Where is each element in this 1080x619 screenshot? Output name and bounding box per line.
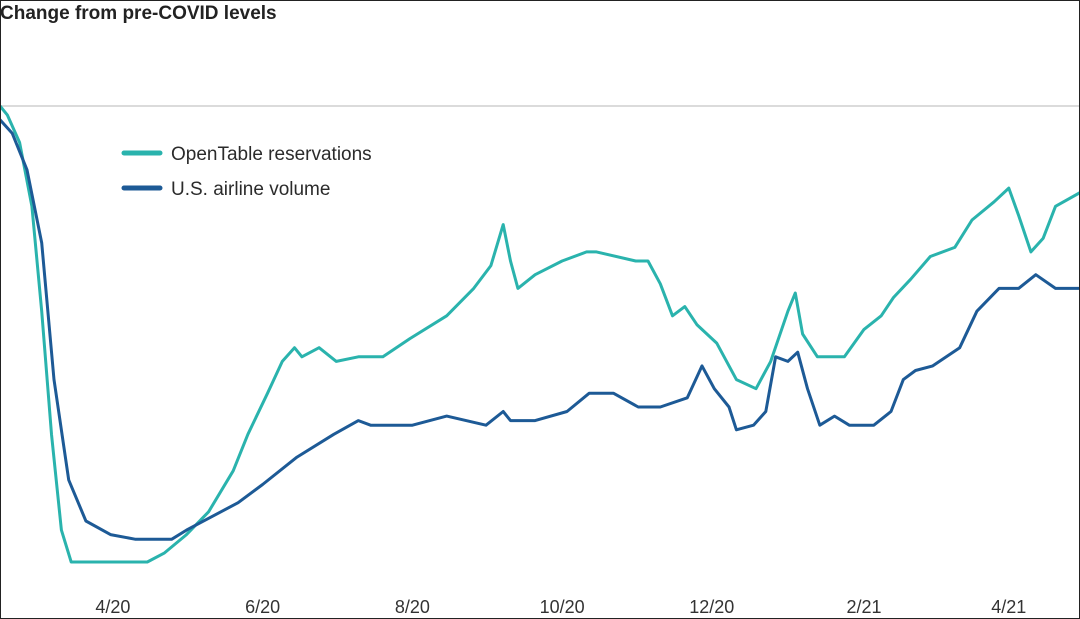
x-axis: 4/20 6/20 8/20 10/20 12/20 2/21 4/21	[95, 597, 1026, 617]
x-tick-label-4: 10/20	[540, 597, 585, 617]
series-line-1	[0, 105, 1080, 564]
x-tick-label-1: 4/20	[95, 597, 130, 617]
series-line-2	[0, 118, 1080, 541]
x-tick-label-6: 2/21	[846, 597, 881, 617]
x-tick-label-7: 4/21	[991, 597, 1026, 617]
legend-label-1: OpenTable reservations	[171, 144, 372, 165]
series-layer	[0, 105, 1080, 564]
legend: OpenTable reservations U.S. airline volum…	[121, 144, 372, 200]
x-tick-label-3: 8/20	[395, 597, 430, 617]
legend-label-2: U.S. airline volume	[171, 179, 330, 200]
x-tick-label-5: 12/20	[689, 597, 734, 617]
x-tick-label-2: 6/20	[245, 597, 280, 617]
chart-title: Change from pre-COVID levels	[0, 3, 277, 24]
